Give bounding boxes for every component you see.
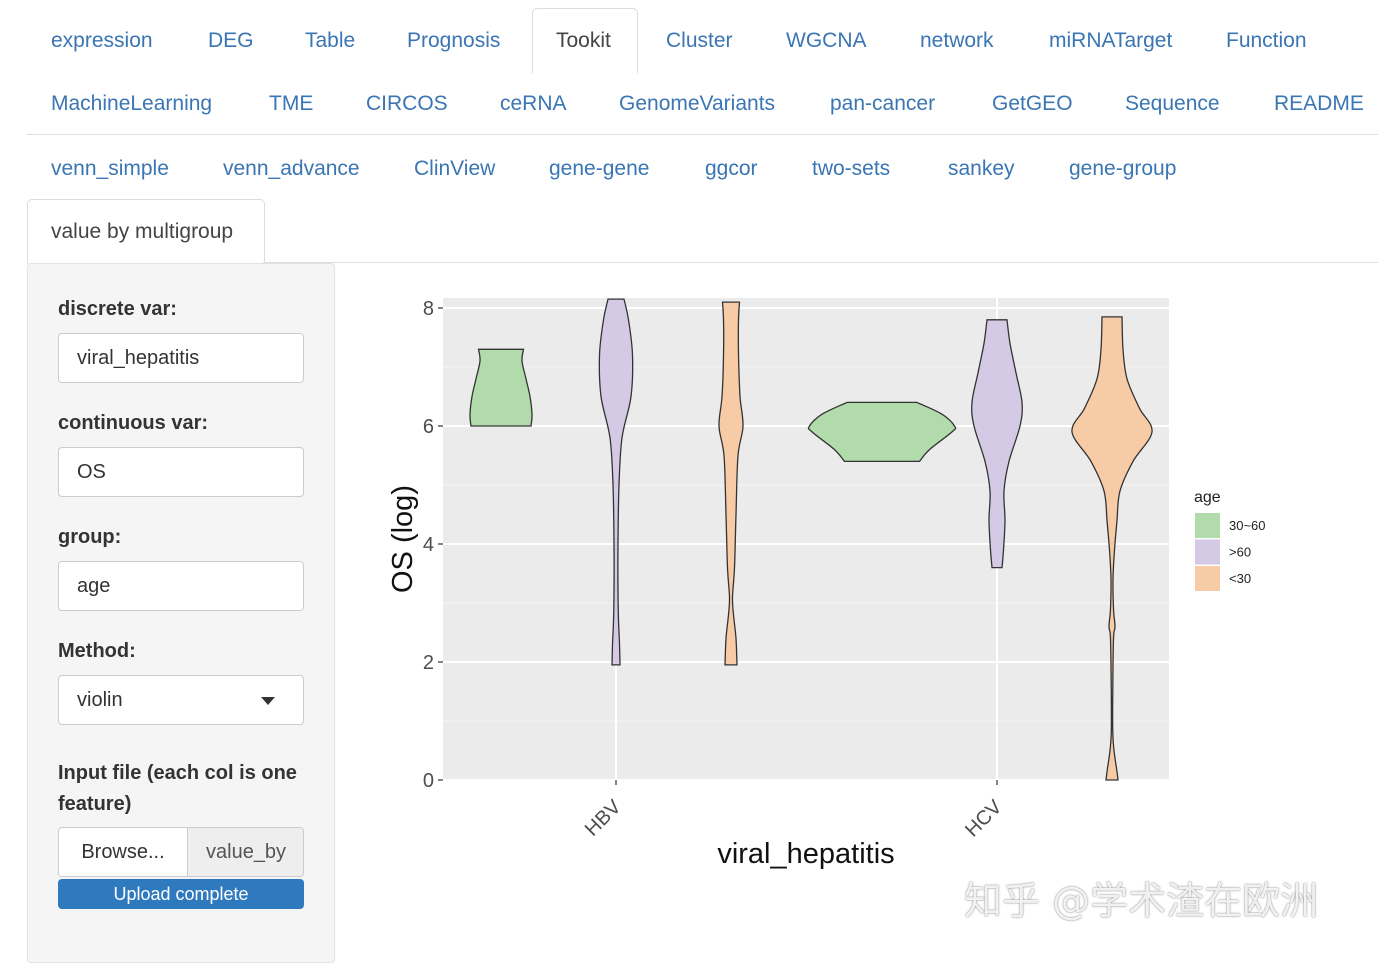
tab-tme[interactable]: TME xyxy=(269,92,314,115)
chevron-down-icon xyxy=(261,697,275,705)
x-tick-label: HCV xyxy=(961,796,1007,842)
continuous-var-label: continuous var: xyxy=(58,412,209,434)
continuous-var-input[interactable]: OS xyxy=(58,447,304,497)
subtab-venn-simple[interactable]: venn_simple xyxy=(51,157,169,180)
tab-tookit[interactable]: Tookit xyxy=(556,29,611,52)
violin-hcv-0 xyxy=(807,401,957,463)
violin-hcv-1 xyxy=(971,319,1023,569)
tab-machinelearning[interactable]: MachineLearning xyxy=(51,92,213,115)
legend-label: <30 xyxy=(1229,571,1251,586)
subtab-sankey[interactable]: sankey xyxy=(948,157,1015,180)
tab-function[interactable]: Function xyxy=(1226,29,1307,52)
discrete-var-input[interactable]: viral_hepatitis xyxy=(58,333,304,383)
subtab-active-frame xyxy=(27,199,265,264)
y-tick-label: 2 xyxy=(423,652,434,674)
main-tabs-divider xyxy=(27,134,1378,135)
tab-sequence[interactable]: Sequence xyxy=(1125,92,1220,115)
tab-pan-cancer[interactable]: pan-cancer xyxy=(830,92,936,115)
tab-network[interactable]: network xyxy=(920,29,994,52)
tab-cerna[interactable]: ceRNA xyxy=(500,92,567,115)
legend-key xyxy=(1195,513,1220,538)
subtab-ggcor[interactable]: ggcor xyxy=(705,157,758,180)
violin-hbv-2 xyxy=(718,301,744,666)
method-select-value: violin xyxy=(77,689,123,711)
legend-key xyxy=(1195,566,1220,591)
tab-prognosis[interactable]: Prognosis xyxy=(407,29,501,52)
tab-deg[interactable]: DEG xyxy=(208,29,254,52)
tab-getgeo[interactable]: GetGEO xyxy=(992,92,1073,115)
legend-label: 30~60 xyxy=(1229,518,1266,533)
violin-hbv-0 xyxy=(469,348,533,427)
y-tick-label: 4 xyxy=(423,534,434,556)
tab-cluster[interactable]: Cluster xyxy=(666,29,733,52)
upload-status-text: Upload complete xyxy=(113,884,249,904)
y-tick-label: 8 xyxy=(423,298,434,320)
legend-title: age xyxy=(1194,489,1221,506)
violin-hcv-2 xyxy=(1071,316,1153,781)
x-tick-label: HBV xyxy=(581,796,626,841)
discrete-var-label: discrete var: xyxy=(58,298,177,320)
sub-tabs-divider xyxy=(263,262,1378,263)
subtab-two-sets[interactable]: two-sets xyxy=(812,157,891,180)
sidebar-panel: discrete var: viral_hepatitis continuous… xyxy=(27,263,335,963)
upload-progress-fill xyxy=(58,879,304,909)
y-tick-label: 0 xyxy=(423,770,434,792)
tab-genomevariants[interactable]: GenomeVariants xyxy=(619,92,776,115)
file-name-field: value_by xyxy=(188,828,303,876)
group-label: group: xyxy=(58,526,122,548)
subtab-gene-gene[interactable]: gene-gene xyxy=(549,157,650,180)
tab-table[interactable]: Table xyxy=(305,29,356,52)
x-axis-title: viral_hepatitis xyxy=(717,838,894,870)
subtab-clinview[interactable]: ClinView xyxy=(414,157,496,180)
input-file-label: Input file (each col is one feature) xyxy=(58,762,297,815)
tab-expression[interactable]: expression xyxy=(51,29,153,52)
y-axis-title: OS (log) xyxy=(387,485,419,593)
tab-readme[interactable]: README xyxy=(1274,92,1364,115)
browse-button[interactable]: Browse... xyxy=(59,828,188,876)
tab-circos[interactable]: CIRCOS xyxy=(366,92,448,115)
watermark: 知乎 @学术渣在欧洲 xyxy=(964,879,1319,923)
file-input[interactable]: Browse... value_by xyxy=(58,827,304,877)
tab-mirnatarget[interactable]: miRNATarget xyxy=(1049,29,1173,52)
tab-wgcna[interactable]: WGCNA xyxy=(786,29,867,52)
method-select[interactable]: violin xyxy=(58,675,304,725)
violin-plot: 0 2 4 6 8 HBV HCV viral_hepatitis OS (log) age 30~… xyxy=(387,298,1266,870)
legend-key xyxy=(1195,539,1220,565)
upload-progress-bar: Upload complete xyxy=(58,879,304,909)
violin-hbv-1 xyxy=(598,298,634,666)
y-tick-label: 6 xyxy=(423,416,434,438)
legend-label: >60 xyxy=(1229,545,1251,560)
subtab-value-by-multigroup[interactable]: value by multigroup xyxy=(51,220,234,243)
subtab-venn-advance[interactable]: venn_advance xyxy=(223,157,360,180)
group-input[interactable]: age xyxy=(58,561,304,611)
method-label: Method: xyxy=(58,640,136,662)
tab-active-frame xyxy=(532,8,638,73)
subtab-gene-group[interactable]: gene-group xyxy=(1069,157,1177,180)
plot-panel xyxy=(443,298,1169,780)
